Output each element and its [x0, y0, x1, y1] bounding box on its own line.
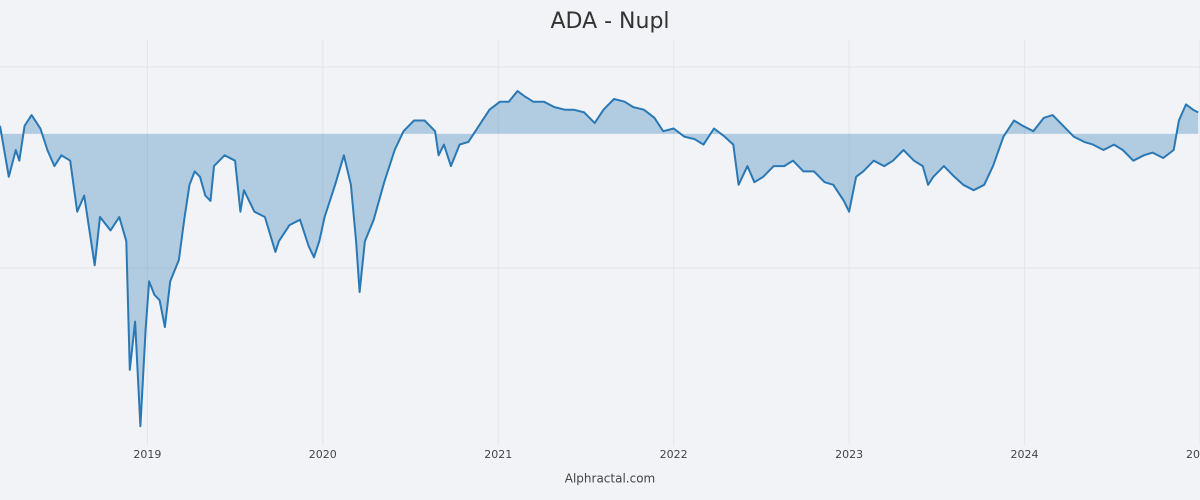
x-tick-label: 2024	[1011, 448, 1039, 461]
x-tick-label: 2025	[1186, 448, 1200, 461]
series-line	[0, 90, 1199, 428]
x-tick-label: 2021	[484, 448, 512, 461]
x-tick-label: 2019	[133, 448, 161, 461]
x-tick-label: 2022	[660, 448, 688, 461]
x-tick-label: 2023	[835, 448, 863, 461]
area-fill	[0, 91, 1199, 427]
source-label: Alphractal.com	[565, 472, 656, 486]
x-tick-label: 2020	[309, 448, 337, 461]
chart-title: ADA - Nupl	[550, 9, 669, 34]
